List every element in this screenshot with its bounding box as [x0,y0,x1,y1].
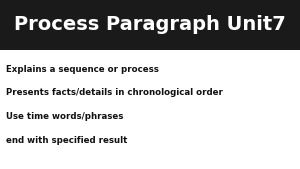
Text: Explains a sequence or process: Explains a sequence or process [6,65,159,74]
Text: Presents facts/details in chronological order: Presents facts/details in chronological … [6,88,223,97]
Text: end with specified result: end with specified result [6,136,127,145]
Text: Process Paragraph Unit7: Process Paragraph Unit7 [14,16,286,34]
Text: Use time words/phrases: Use time words/phrases [6,112,123,121]
Bar [0,0,300,50]
